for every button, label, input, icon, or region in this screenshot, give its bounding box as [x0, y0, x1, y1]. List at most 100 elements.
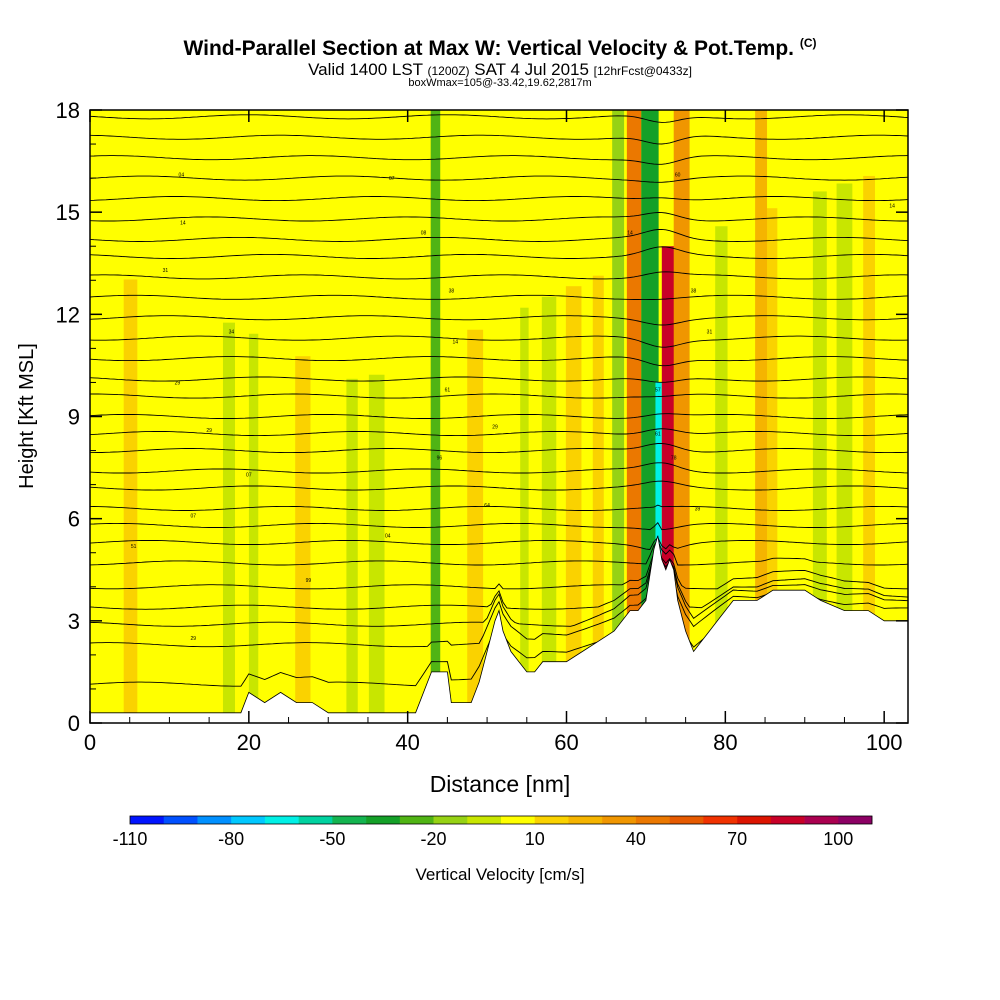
x-tick-label: 0 [84, 730, 96, 755]
velocity-band-weak [592, 275, 604, 723]
contour-label: 29 [175, 380, 181, 386]
velocity-band [612, 110, 625, 723]
theta-contour [90, 547, 908, 627]
theta-contour [90, 428, 908, 437]
contour-label: 38 [691, 288, 697, 294]
terrain-profile [90, 535, 908, 723]
contour-label: 34 [229, 329, 235, 335]
y-tick-label: 3 [68, 609, 80, 634]
x-tick-label: 100 [866, 730, 903, 755]
contour-label: 07 [246, 472, 252, 478]
velocity-band-weak [295, 356, 311, 723]
contour-label: 31 [707, 329, 713, 335]
colorbar: -110 -80 -50 -20 10 40 70 100 [113, 815, 873, 849]
contour-label: 61 [445, 387, 451, 393]
contour-label: 14 [453, 340, 459, 346]
velocity-band-weak [836, 183, 853, 723]
colorbar-swatch [298, 816, 333, 824]
x-tick-label: 20 [237, 730, 261, 755]
contour-label: 57 [655, 387, 661, 393]
colorbar-swatch [568, 816, 603, 824]
x-tick-label: 40 [395, 730, 419, 755]
velocity-band-weak [222, 322, 235, 723]
velocity-band-weak [863, 175, 875, 723]
velocity-band [673, 110, 690, 723]
theta-contour [90, 536, 908, 550]
colorbar-swatch [366, 816, 401, 824]
contour-label: 07 [190, 513, 196, 519]
colorbar-swatch [501, 816, 536, 824]
theta-contour [90, 196, 908, 202]
velocity-band-weak [565, 286, 582, 723]
theta-contour [90, 462, 908, 474]
colorbar-swatch [264, 816, 299, 824]
contour-label: 14 [627, 231, 633, 237]
x-tick-label: 80 [713, 730, 737, 755]
colorbar-swatch [332, 816, 367, 824]
contour-label: 51 [131, 544, 137, 550]
y-tick-label: 15 [56, 200, 80, 225]
theta-contour [90, 480, 908, 491]
theta-contour [90, 175, 908, 183]
contour-label: 04 [179, 173, 185, 179]
chart-info: boxWmax=105@-33.42,19.62,2817m [408, 77, 592, 89]
contour-label: 38 [449, 288, 455, 294]
colorbar-swatch [231, 816, 266, 824]
contour-labels: 51 29 29 34 29 31 14 04 07 07 99 04 07 08 38 14 61 96 29 64… [131, 173, 895, 642]
theta-contour [90, 155, 908, 165]
colorbar-tick-label: 40 [626, 829, 646, 849]
contour-label: 64 [484, 503, 490, 509]
colorbar-tick-label: 100 [823, 829, 853, 849]
colorbar-frame [129, 815, 873, 825]
colorbar-swatch [467, 816, 502, 824]
colorbar-swatch [163, 816, 198, 824]
theta-contour [90, 521, 908, 531]
theta-contour [90, 212, 908, 222]
colorbar-swatch [197, 816, 232, 824]
y-axis-label: Height [Kft MSL] [16, 343, 38, 489]
contour-label: 14 [180, 220, 186, 226]
colorbar-swatch [838, 816, 873, 824]
contour-label: 78 [671, 455, 677, 461]
colorbar-swatch [534, 816, 569, 824]
colorbar-swatch [804, 816, 839, 824]
velocity-band-weak [248, 333, 259, 723]
colorbar-swatch [130, 816, 165, 824]
theta-contour [90, 504, 908, 511]
colorbar-swatch [399, 816, 434, 824]
contour-label: 31 [163, 268, 169, 274]
theta-contour [90, 246, 908, 259]
y-tick-label: 18 [56, 98, 80, 123]
contour-label: 60 [675, 173, 681, 179]
y-tick-label: 0 [68, 711, 80, 736]
colorbar-tick-label: -20 [421, 829, 447, 849]
colorbar-tick-label: -50 [319, 829, 345, 849]
velocity-band-weak [123, 279, 138, 723]
contour-label: 04 [385, 534, 391, 540]
theta-contour [90, 356, 908, 367]
contour-label: 08 [421, 231, 427, 237]
contour-label: 99 [306, 578, 312, 584]
colorbar-tick-label: -110 [113, 829, 148, 849]
theta-contour [90, 271, 908, 280]
theta-contour [90, 114, 908, 123]
contour-label: 14 [889, 203, 895, 209]
colorbar-swatch [635, 816, 670, 824]
theta-contour [90, 545, 908, 590]
colorbar-swatch [703, 816, 738, 824]
velocity-band-weak [715, 226, 728, 723]
velocity-band-weak [541, 296, 557, 723]
colorbar-tick-label: 70 [727, 829, 747, 849]
terrain [90, 535, 908, 723]
colorbar-swatch [602, 816, 637, 824]
velocity-band-weak [467, 329, 484, 723]
theta-contour [90, 294, 908, 301]
chart-title: Wind-Parallel Section at Max W: Vertical… [183, 36, 817, 60]
x-axis-label: Distance [nm] [430, 771, 571, 797]
contour-label: 29 [492, 425, 498, 431]
velocity-band-weak [346, 378, 358, 723]
chart-subtitle: Valid 1400 LST (1200Z) SAT 4 Jul 2015 [1… [308, 60, 692, 79]
theta-contour [90, 393, 908, 399]
velocity-band-weak [368, 374, 385, 723]
